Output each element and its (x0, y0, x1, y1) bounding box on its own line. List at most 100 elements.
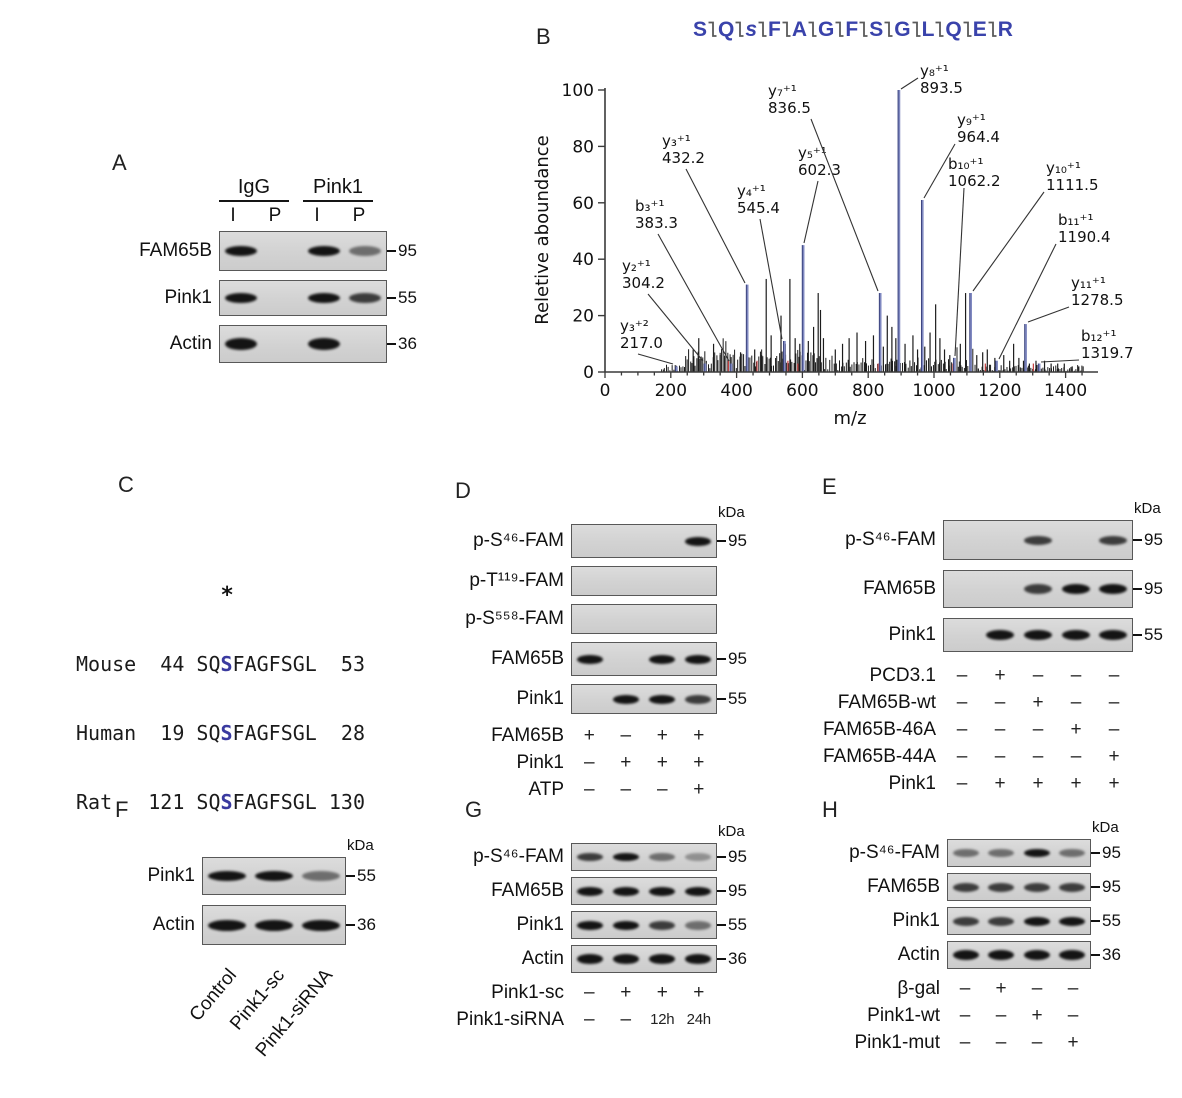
blot-lane (220, 326, 262, 362)
mw-marker-tick (387, 343, 396, 345)
fragment-ion-marker (782, 21, 791, 37)
condition-symbol: + (994, 772, 1006, 794)
protein-band (224, 293, 257, 303)
blot-membrane (947, 873, 1091, 901)
blot-row-label: FAM65B (491, 880, 564, 901)
x-tick-label: 0 (600, 381, 611, 401)
blot-row-2: FAM65B 95 (440, 877, 763, 905)
fragment-ion-marker (988, 21, 997, 37)
mw-marker-tick (1133, 539, 1142, 541)
blot-row-4: Actin 36 (800, 941, 1137, 969)
blot-membrane (202, 905, 346, 945)
protein-band (307, 293, 340, 303)
panel-e-letter: E (822, 474, 838, 499)
blot-lane (572, 844, 608, 870)
condition-symbol: – (583, 778, 595, 800)
protein-band (224, 338, 257, 350)
blot-membrane (571, 843, 717, 871)
protein-band (307, 246, 340, 256)
annotation-leader-line (810, 118, 879, 292)
protein-band (952, 916, 979, 926)
peptide-residue: L (921, 18, 935, 41)
annotation-leader-line (647, 293, 704, 362)
protein-band (648, 954, 676, 964)
mw-marker-tick (387, 250, 396, 252)
fragment-mass-label: 1278.5 (1071, 291, 1124, 309)
condition-symbol: + (1070, 718, 1082, 740)
annotation-leader-line (803, 180, 819, 244)
condition-symbol: – (583, 981, 595, 1003)
mw-marker: 95 (387, 241, 439, 261)
condition-row-5: Pink1– + + + + (800, 770, 1179, 797)
condition-symbol: + (583, 724, 595, 746)
mw-marker-tick (1091, 886, 1100, 888)
panel-f: F kDa Pink1 55 Actin 36 Control Pink1-sc Pink1-… (103, 797, 394, 1095)
blot-lane (262, 281, 304, 315)
blot-lane (345, 232, 387, 270)
fragment-mass-label: 1111.5 (1046, 176, 1099, 194)
mw-marker: 36 (346, 915, 394, 935)
alignment-row-human: Human 19 SQSFAGFSGL 28 (76, 721, 365, 745)
panel-d: D kDa p-S⁴⁶-FAM 95 p-T¹¹⁹-FAM p-S⁵⁵⁸-FAM FAM6… (440, 478, 763, 803)
mw-marker: 95 (717, 847, 763, 867)
blot-row-label: Pink1 (516, 688, 564, 709)
sequence-alignment: * Mouse 44 SQSFAGFSGL 53 Human 19 SQSFAG… (76, 538, 365, 860)
blot-row-2: p-T¹¹⁹-FAM (440, 566, 763, 596)
fragment-ion-label: y₇⁺¹ (768, 82, 797, 100)
protein-band (576, 886, 604, 896)
blot-lane (608, 946, 644, 972)
mw-marker: 95 (1091, 843, 1137, 863)
blot-lane (944, 521, 982, 559)
mw-marker-value: 55 (728, 689, 747, 708)
protein-band (684, 694, 712, 704)
lane-letter: P (352, 205, 366, 226)
panel-d-letter: D (455, 478, 472, 503)
blot-lane (680, 946, 716, 972)
protein-band (1023, 584, 1052, 594)
peptide-residue: Q (945, 18, 962, 41)
blot-lane (984, 840, 1020, 866)
fragment-mass-label: 432.2 (662, 149, 705, 167)
blot-block: kDa p-S⁴⁶-FAM 95 FAM65B 95 Pink1 55 Actin 36 β-ga… (800, 817, 1137, 1056)
blot-lane (1057, 521, 1095, 559)
mw-marker-value: 95 (1144, 530, 1163, 549)
blot-lane (680, 878, 716, 904)
blot-membrane (571, 604, 717, 634)
blot-membrane (571, 911, 717, 939)
condition-symbol: – (1067, 977, 1079, 999)
blot-lane (944, 619, 982, 651)
group-header-pink1: Pink1 (303, 176, 373, 202)
blot-lane (1055, 840, 1091, 866)
protein-band (612, 694, 640, 704)
annotation-leader-line (954, 187, 965, 357)
condition-label: Pink1-sc (491, 981, 564, 1003)
blot-row-3: Pink1 55 (800, 907, 1137, 935)
protein-band (684, 886, 712, 896)
alignment-row-rat: Rat 121 SQSFAGFSGL 130 (76, 790, 365, 814)
blot-lane (1055, 874, 1091, 900)
condition-symbol: – (956, 664, 968, 686)
phospho-serine: S (220, 721, 233, 745)
phospho-asterisk: * (220, 583, 234, 608)
blot-membrane (571, 877, 717, 905)
blot-membrane (943, 520, 1133, 560)
protein-band (1023, 950, 1050, 960)
fragment-mass-label: 1319.7 (1081, 344, 1134, 362)
protein-band (612, 954, 640, 964)
blot-lane (1094, 521, 1132, 559)
condition-symbol: – (620, 1008, 632, 1030)
condition-symbol: + (1108, 772, 1120, 794)
mw-marker: 36 (387, 334, 439, 354)
fragment-ion-label: b₁₀⁺¹ (948, 155, 983, 173)
blot-row-3: p-S⁵⁵⁸-FAM (440, 604, 763, 634)
condition-symbol: – (1031, 1031, 1043, 1053)
mw-marker-tick (1091, 954, 1100, 956)
panel-g: G kDa p-S⁴⁶-FAM 95 FAM65B 95 Pink1 55 Actin 36 Pi… (440, 797, 763, 1033)
condition-symbol: – (1108, 691, 1120, 713)
condition-symbol: – (1067, 1004, 1079, 1026)
blot-lane (608, 878, 644, 904)
blot-lane (1094, 571, 1132, 607)
protein-band (684, 654, 712, 664)
y-tick-label: 60 (572, 194, 594, 214)
blot-lane (680, 912, 716, 938)
